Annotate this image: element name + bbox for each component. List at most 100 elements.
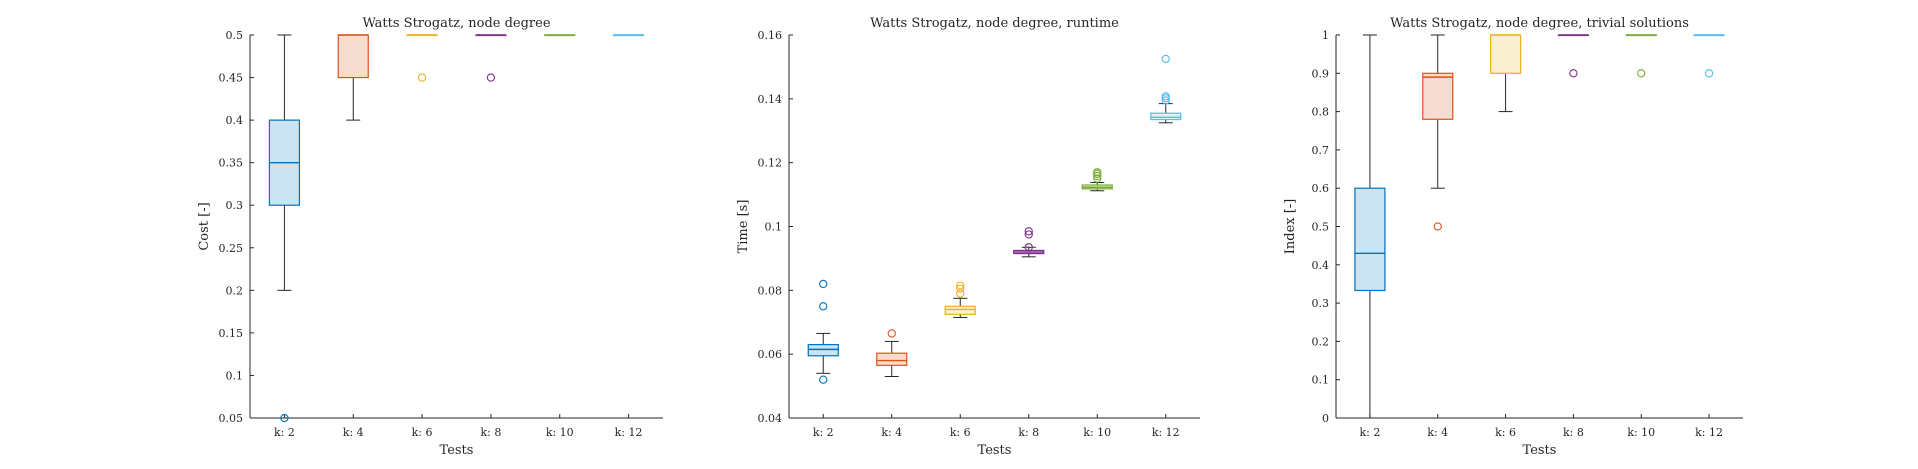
outlier-point (1637, 69, 1646, 78)
y-tick-label: 0.4 (1312, 259, 1330, 272)
outlier-point (819, 279, 828, 289)
x-tick-label: k: 12 (615, 426, 643, 439)
y-tick-label: 0.1 (765, 221, 783, 234)
outlier-point (1093, 168, 1102, 177)
box-k-12 (612, 34, 645, 37)
y-tick-label: 0.14 (758, 93, 783, 106)
x-tick-label: k: 8 (1018, 426, 1039, 439)
outlier-point (1024, 230, 1033, 239)
x-tick-label: k: 2 (1359, 426, 1380, 439)
y-tick-label: 0.7 (1312, 144, 1330, 157)
box-k-12 (1150, 54, 1182, 124)
y-tick-label: 0.1 (226, 369, 244, 382)
y-tick-label: 0.25 (219, 242, 244, 255)
x-tick-label: k: 12 (1695, 426, 1723, 439)
box-k-8 (475, 34, 507, 82)
x-tick-label: k: 10 (546, 426, 574, 439)
chart-panel-2: 0.04 0.06 0.08 0.1 0.12 0.14 0.16 k: 2 k: 4 k: 6 k… (736, 16, 1200, 458)
y-tick-label: 0.1 (1312, 374, 1330, 387)
outlier-point (887, 329, 896, 338)
y-tick-label: 0.3 (1312, 297, 1330, 310)
box-iqr (1422, 72, 1454, 120)
y-tick-label: 0.35 (219, 157, 244, 170)
y-tick-label: 0.5 (1312, 221, 1330, 234)
outlier-point (1161, 92, 1170, 101)
box-iqr (1489, 34, 1522, 74)
outlier-point (1433, 222, 1442, 231)
outlier-point (819, 302, 828, 311)
outlier-point (956, 284, 965, 293)
box-k-12 (1693, 34, 1725, 78)
y-tick-label: 0.2 (1312, 335, 1330, 348)
y-tick-label: 0.3 (226, 199, 244, 212)
x-tick-label: k: 8 (1563, 426, 1584, 439)
y-tick-label: 0.16 (758, 29, 783, 42)
box-k-8 (1557, 34, 1590, 78)
x-tick-label: k: 4 (1427, 426, 1448, 439)
chart-title: Watts Strogatz, node degree (362, 16, 550, 31)
y-axis-label: Index [-] (1283, 199, 1298, 255)
outlier-point (1569, 69, 1578, 78)
outlier-point (1704, 69, 1714, 78)
x-tick-label: k: 10 (1627, 426, 1655, 439)
y-tick-label: 1 (1322, 29, 1329, 42)
box-k-2 (807, 279, 839, 384)
outlier-point (280, 413, 289, 423)
y-tick-label: 0.9 (1312, 67, 1330, 80)
box-k-6 (944, 281, 976, 318)
outlier-point (486, 73, 496, 82)
chart-title: Watts Strogatz, node degree, trivial sol… (1390, 16, 1689, 31)
x-tick-label: k: 4 (881, 426, 902, 439)
box-k-10 (544, 34, 576, 37)
box-iqr (876, 352, 908, 366)
x-axis-label: Tests (1523, 443, 1557, 458)
x-tick-label: k: 2 (813, 426, 834, 439)
outlier-point (956, 281, 965, 290)
y-axis-label: Cost [-] (197, 202, 212, 250)
y-axis-label: Time [s] (736, 200, 751, 254)
y-tick-label: 0.2 (226, 284, 244, 297)
box-k-8 (1013, 227, 1045, 258)
box-iqr (1354, 187, 1386, 292)
box-iqr (807, 343, 839, 357)
box-iqr (1150, 112, 1182, 121)
y-tick-label: 0.6 (1312, 182, 1330, 195)
outlier-point (956, 289, 965, 298)
x-tick-label: k: 10 (1083, 426, 1111, 439)
outlier-point (417, 73, 427, 82)
box-iqr (337, 34, 369, 79)
box-k-4 (876, 329, 908, 378)
box-k-10 (1081, 168, 1113, 192)
outlier-point (1024, 243, 1033, 252)
box-k-4 (1422, 34, 1454, 231)
y-tick-label: 0.15 (219, 327, 244, 340)
y-tick-label: 0.12 (758, 157, 783, 170)
x-tick-label: k: 4 (343, 426, 364, 439)
y-tick-label: 0.06 (758, 348, 783, 361)
chart-title: Watts Strogatz, node degree, runtime (870, 16, 1119, 31)
box-k-6 (1489, 34, 1522, 113)
y-tick-label: 0.04 (758, 412, 783, 425)
x-tick-label: k: 6 (950, 426, 971, 439)
x-tick-label: k: 6 (412, 426, 433, 439)
outlier-point (1161, 54, 1170, 64)
y-tick-label: 0.8 (1312, 106, 1330, 119)
box-k-10 (1625, 34, 1657, 78)
box-iqr (944, 305, 976, 315)
x-tick-label: k: 8 (480, 426, 501, 439)
y-tick-label: 0 (1322, 412, 1329, 425)
outlier-point (1093, 171, 1102, 181)
x-tick-label: k: 12 (1152, 426, 1180, 439)
x-axis-label: Tests (978, 443, 1012, 458)
box-k-2 (1354, 34, 1386, 419)
chart-panel-3: 0 0.1 0.2 0.3 0.4 0.5 0.6 0.7 0.8 0.9 1 k: 2 k: 4 k: … (1283, 16, 1743, 458)
x-tick-label: k: 2 (274, 426, 295, 439)
chart-panel-1: 0.05 0.1 0.15 0.2 0.25 0.3 0.35 0.4 0.45 0.5 k: 2 k… (197, 16, 663, 458)
outlier-point (1161, 96, 1170, 105)
box-k-4 (337, 34, 369, 121)
y-tick-label: 0.08 (758, 284, 783, 297)
box-k-2 (268, 34, 301, 423)
x-tick-label: k: 6 (1495, 426, 1516, 439)
y-tick-label: 0.45 (219, 72, 244, 85)
